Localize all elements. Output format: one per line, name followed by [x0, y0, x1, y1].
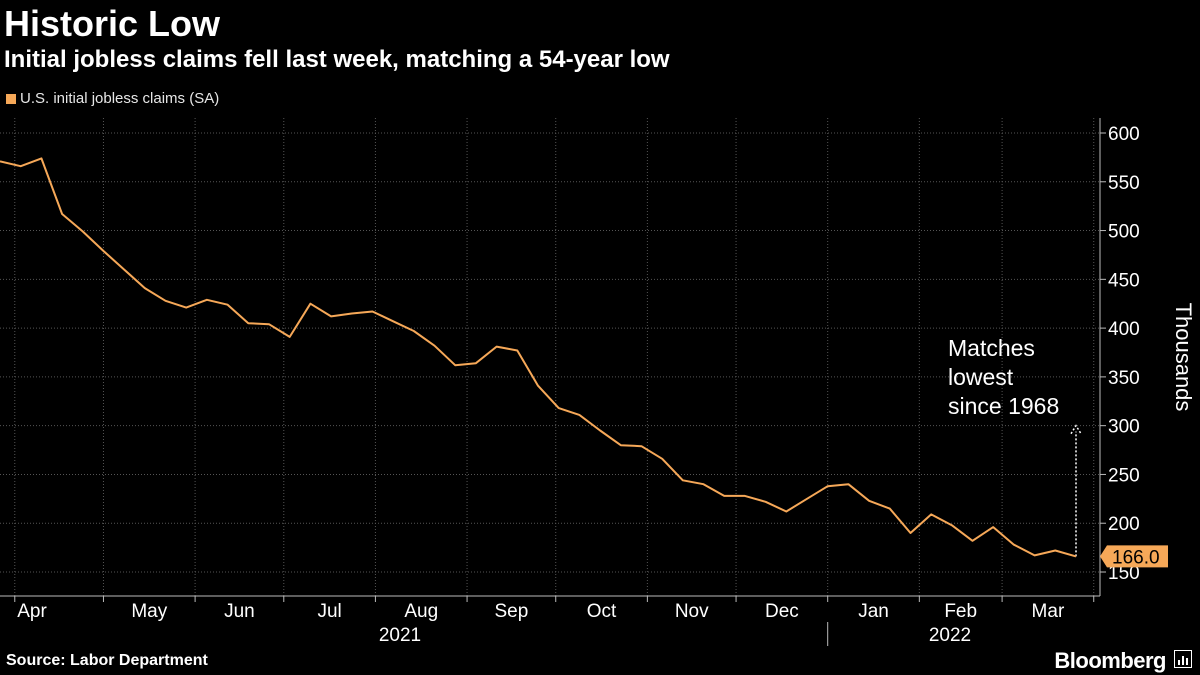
y-tick-label: 450	[1108, 270, 1140, 291]
chart-title: Historic Low	[4, 3, 221, 44]
annotation-text: Matches	[948, 335, 1035, 361]
y-tick-label: 500	[1108, 222, 1140, 243]
series-line	[0, 157, 1077, 558]
x-tick-label: May	[131, 601, 167, 622]
y-tick-label: 550	[1108, 173, 1140, 194]
y-axis-label: Thousands	[1171, 303, 1196, 412]
y-tick-label: 350	[1108, 368, 1140, 389]
y-tick-label: 300	[1108, 417, 1140, 438]
chart-subtitle: Initial jobless claims fell last week, m…	[4, 46, 670, 73]
y-tick-label: 150	[1108, 563, 1140, 584]
bloomberg-chart-icon	[1174, 650, 1192, 668]
x-tick-label: Sep	[494, 601, 528, 622]
brand-logo: Bloomberg	[1054, 648, 1166, 673]
x-tick-label: Mar	[1032, 601, 1065, 622]
y-tick-label: 200	[1108, 514, 1140, 535]
legend: U.S. initial jobless claims (SA)	[6, 90, 219, 107]
year-label: 2022	[929, 625, 971, 646]
y-tick-label: 600	[1108, 124, 1140, 145]
year-label: 2021	[379, 625, 421, 646]
annotation-arrow-head	[1070, 424, 1082, 435]
source-note: Source: Labor Department	[6, 652, 208, 669]
last-value-badge	[1100, 545, 1168, 568]
x-tick-label: Jan	[858, 601, 889, 622]
x-tick-label: Dec	[765, 601, 799, 622]
legend-label: U.S. initial jobless claims (SA)	[20, 90, 220, 107]
x-tick-label: Aug	[404, 601, 438, 622]
x-tick-label: Oct	[587, 601, 617, 622]
x-tick-label: Nov	[675, 601, 709, 622]
x-tick-label: Feb	[944, 601, 977, 622]
last-value-label: 166.0	[1112, 547, 1160, 568]
legend-swatch	[6, 93, 16, 104]
annotation-text: lowest	[948, 364, 1014, 390]
annotation-text: since 1968	[948, 393, 1059, 419]
x-tick-label: Jul	[317, 601, 341, 622]
x-tick-label: Apr	[17, 601, 47, 622]
x-tick-label: Jun	[224, 601, 255, 622]
y-tick-label: 250	[1108, 465, 1140, 486]
y-tick-label: 400	[1108, 319, 1140, 340]
